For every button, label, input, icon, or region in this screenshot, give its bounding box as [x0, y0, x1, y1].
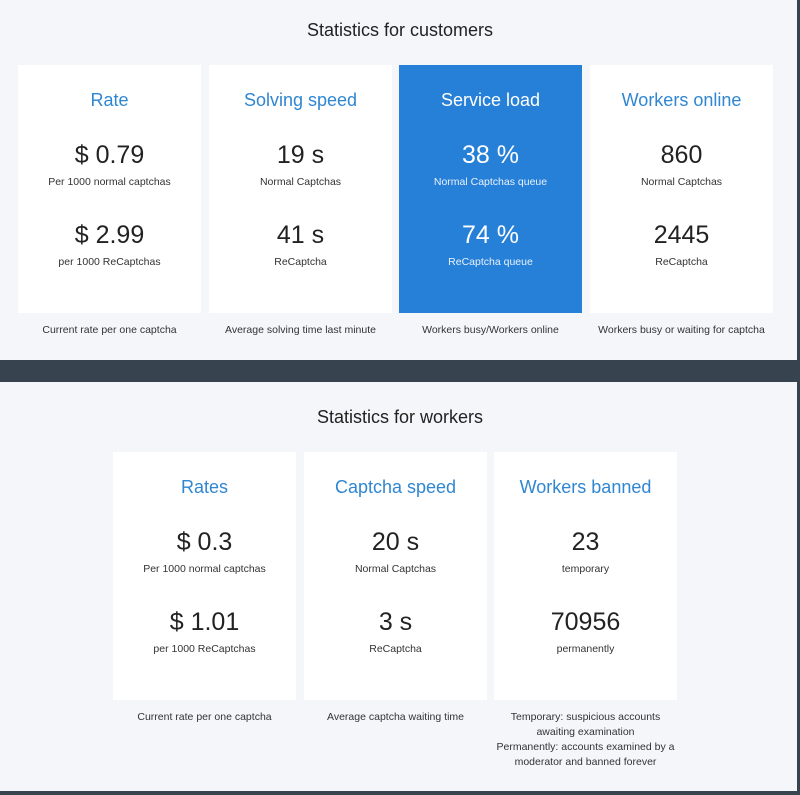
- solving-speed-card: Solving speed 19 s Normal Captchas 41 s …: [209, 65, 392, 313]
- rate-card: Rate $ 0.79 Per 1000 normal captchas $ 2…: [18, 65, 201, 313]
- workers-banned-caption-line: Temporary: suspicious accounts: [510, 711, 661, 723]
- rate-recaptcha-value: $ 2.99: [74, 221, 145, 249]
- workers-online-card-title: Workers online: [621, 90, 742, 110]
- service-load-recaptcha-value: 74 %: [462, 221, 519, 249]
- rate-caption: Current rate per one captcha: [42, 324, 177, 336]
- workers-banned-temporary-label: temporary: [561, 563, 610, 575]
- rates-card: Rates $ 0.3 Per 1000 normal captchas $ 1…: [113, 452, 296, 700]
- service-load-caption: Workers busy/Workers online: [422, 324, 559, 336]
- captcha-speed-recaptcha-label: ReCaptcha: [369, 643, 422, 655]
- workers-section: Statistics for workers Rates $ 0.3 Per 1…: [0, 382, 800, 793]
- captcha-speed-card-title: Captcha speed: [334, 477, 457, 497]
- workers-online-normal-value: 860: [660, 141, 703, 169]
- solving-speed-normal-value: 19 s: [276, 141, 325, 169]
- workers-banned-caption-line: moderator and banned forever: [514, 756, 657, 768]
- captcha-speed-recaptcha-value: 3 s: [378, 608, 413, 636]
- service-load-recaptcha-label: ReCaptcha queue: [448, 256, 533, 268]
- bottom-border: [0, 791, 800, 795]
- solving-speed-recaptcha-value: 41 s: [276, 221, 325, 249]
- service-load-normal-value: 38 %: [462, 141, 519, 169]
- solving-speed-card-title: Solving speed: [243, 90, 358, 110]
- workers-banned-card-title: Workers banned: [519, 477, 652, 497]
- rate-recaptcha-label: per 1000 ReCaptchas: [58, 256, 161, 268]
- rates-recaptcha-label: per 1000 ReCaptchas: [153, 643, 256, 655]
- solving-speed-normal-label: Normal Captchas: [259, 176, 342, 188]
- workers-banned-caption-line: awaiting examination: [536, 726, 635, 738]
- service-load-normal-label: Normal Captchas queue: [433, 176, 548, 188]
- captcha-speed-card: Captcha speed 20 s Normal Captchas 3 s R…: [304, 452, 487, 700]
- workers-online-caption: Workers busy or waiting for captcha: [598, 324, 765, 336]
- rate-normal-label: Per 1000 normal captchas: [48, 176, 171, 188]
- right-border: [797, 0, 800, 795]
- rate-card-title: Rate: [90, 90, 129, 110]
- workers-online-normal-label: Normal Captchas: [640, 176, 723, 188]
- workers-banned-permanent-label: permanently: [556, 643, 615, 655]
- customers-section-title: Statistics for customers: [306, 20, 494, 40]
- captcha-speed-caption: Average captcha waiting time: [327, 711, 464, 723]
- workers-online-card: Workers online 860 Normal Captchas 2445 …: [590, 65, 773, 313]
- service-load-card-title: Service load: [440, 90, 541, 110]
- service-load-card: Service load 38 % Normal Captchas queue …: [399, 65, 582, 313]
- workers-banned-card: Workers banned 23 temporary 70956 perman…: [494, 452, 677, 700]
- workers-online-recaptcha-label: ReCaptcha: [655, 256, 708, 268]
- workers-section-title: Statistics for workers: [316, 407, 484, 427]
- workers-online-recaptcha-value: 2445: [653, 221, 710, 249]
- rates-card-title: Rates: [180, 477, 229, 497]
- workers-banned-caption: Temporary: suspicious accounts awaiting …: [494, 710, 677, 770]
- solving-speed-caption: Average solving time last minute: [225, 324, 376, 336]
- rates-recaptcha-value: $ 1.01: [169, 608, 240, 636]
- workers-banned-temporary-value: 23: [571, 528, 600, 556]
- customers-section: Statistics for customers Rate $ 0.79 Per…: [0, 0, 800, 360]
- rates-normal-label: Per 1000 normal captchas: [143, 563, 266, 575]
- workers-banned-caption-line: Permanently: accounts examined by a: [496, 741, 675, 753]
- rates-caption: Current rate per one captcha: [137, 711, 272, 723]
- workers-banned-permanent-value: 70956: [550, 608, 621, 636]
- captcha-speed-normal-value: 20 s: [371, 528, 420, 556]
- solving-speed-recaptcha-label: ReCaptcha: [274, 256, 327, 268]
- captcha-speed-normal-label: Normal Captchas: [354, 563, 437, 575]
- section-divider: [0, 360, 800, 382]
- rates-normal-value: $ 0.3: [176, 528, 233, 556]
- rate-normal-value: $ 0.79: [74, 141, 145, 169]
